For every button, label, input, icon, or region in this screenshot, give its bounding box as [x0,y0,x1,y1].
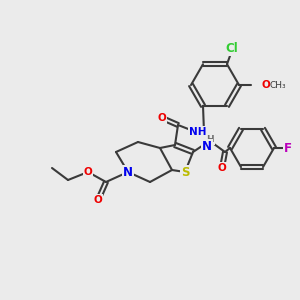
Text: CH₃: CH₃ [269,80,286,89]
Text: O: O [158,113,166,123]
Text: N: N [202,140,212,152]
Text: O: O [218,163,226,173]
Text: O: O [261,80,270,90]
Text: NH: NH [189,127,207,137]
Text: F: F [284,142,292,154]
Text: N: N [123,166,133,178]
Text: O: O [94,195,102,205]
Text: S: S [181,166,189,178]
Text: H: H [206,136,214,145]
Text: O: O [84,167,92,177]
Text: Cl: Cl [226,42,238,55]
